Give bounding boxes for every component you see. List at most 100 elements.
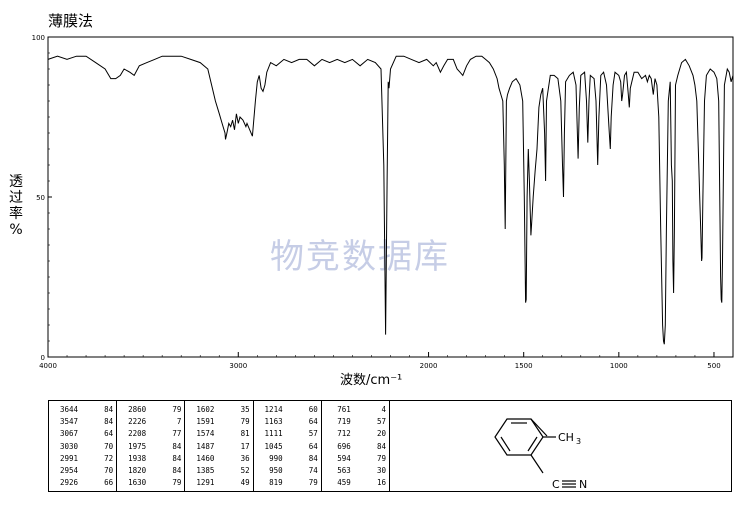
peak-transmittance: 35 xyxy=(240,405,250,414)
peak-table-row: 2208 77 xyxy=(120,428,181,440)
peak-table-row: 819 79 xyxy=(257,477,318,489)
peak-table-row: 2954 70 xyxy=(52,465,113,477)
peak-table-column: 2860 79 2226 7 2208 77 1975 84 1938 84 1820 84 1630 7… xyxy=(117,401,186,491)
peak-transmittance: 57 xyxy=(308,429,318,439)
peak-wavenumber: 761 xyxy=(337,405,351,414)
peak-wavenumber: 3644 xyxy=(59,405,78,414)
peak-table-row: 1820 84 xyxy=(120,465,181,477)
peak-table-row: 1163 64 xyxy=(257,416,318,428)
peak-transmittance: 57 xyxy=(376,417,387,427)
peak-table-row: 712 20 xyxy=(325,428,386,440)
peak-table-row: 1385 52 xyxy=(188,465,249,477)
peak-transmittance: 17 xyxy=(240,441,250,451)
x-tick-label: 500 xyxy=(707,362,720,370)
peak-table-row: 2991 72 xyxy=(52,453,113,465)
peak-transmittance: 79 xyxy=(308,478,318,488)
peak-wavenumber: 1630 xyxy=(128,478,147,488)
peak-table-row: 1214 60 xyxy=(257,404,318,416)
peak-wavenumber: 719 xyxy=(337,417,351,427)
peak-wavenumber: 2860 xyxy=(128,405,147,414)
transmittance-line xyxy=(47,55,734,345)
peak-transmittance: 84 xyxy=(104,417,114,427)
peak-table-row: 1938 84 xyxy=(120,453,181,465)
structure-panel: CH 3 C N xyxy=(390,400,732,492)
peak-wavenumber: 3030 xyxy=(59,441,78,451)
peak-table-row: 696 84 xyxy=(325,441,386,453)
methyl-label: CH xyxy=(558,431,574,444)
peak-wavenumber: 1291 xyxy=(196,478,215,488)
peak-wavenumber: 1591 xyxy=(196,417,215,427)
peak-wavenumber: 819 xyxy=(269,478,283,488)
peak-wavenumber: 1975 xyxy=(128,441,147,451)
peak-table-row: 1487 17 xyxy=(188,441,249,453)
peak-wavenumber: 2954 xyxy=(59,466,78,476)
peak-wavenumber: 1487 xyxy=(196,441,215,451)
peak-transmittance: 84 xyxy=(172,441,182,451)
y-axis-label-char: 过 xyxy=(9,190,23,206)
peak-table-column: 1602 35 1591 79 1574 81 1487 17 1460 36 1385 52 1291… xyxy=(185,401,254,491)
nitrile-nitrogen: N xyxy=(579,478,587,491)
peak-table-row: 2860 79 xyxy=(120,404,181,416)
peak-transmittance: 49 xyxy=(240,478,250,488)
peak-transmittance: 30 xyxy=(376,466,387,476)
y-axis-label-char: % xyxy=(9,222,22,238)
peak-transmittance: 77 xyxy=(172,429,182,439)
peak-table-row: 761 4 xyxy=(325,404,386,416)
peak-transmittance: 70 xyxy=(104,466,114,476)
peak-wavenumber: 594 xyxy=(337,453,351,463)
peak-wavenumber: 2926 xyxy=(59,478,78,488)
peak-transmittance: 72 xyxy=(104,453,114,463)
x-tick-label: 3000 xyxy=(229,362,247,370)
peak-wavenumber: 1574 xyxy=(196,429,215,439)
peak-transmittance: 60 xyxy=(308,405,318,414)
peak-table-row: 2926 66 xyxy=(52,477,113,489)
peak-transmittance: 84 xyxy=(172,453,182,463)
peak-transmittance: 70 xyxy=(104,441,114,451)
peak-transmittance: 52 xyxy=(240,466,250,476)
ir-spectrum-chart: 薄膜法 物竞数据库 0 50 100 4000 3000 2000 1500 1000 500… xyxy=(9,12,734,388)
peak-transmittance: 81 xyxy=(240,429,250,439)
peak-transmittance: 79 xyxy=(376,453,387,463)
peak-transmittance: 64 xyxy=(308,441,318,451)
peak-transmittance: 36 xyxy=(240,453,250,463)
peak-transmittance: 74 xyxy=(308,466,318,476)
peak-table-row: 459 16 xyxy=(325,477,386,489)
peak-wavenumber: 950 xyxy=(269,466,283,476)
peak-wavenumber: 696 xyxy=(337,441,351,451)
peak-wavenumber: 1602 xyxy=(196,405,215,414)
peak-wavenumber: 2208 xyxy=(128,429,147,439)
peak-transmittance: 4 xyxy=(381,405,387,414)
peak-table-row: 719 57 xyxy=(325,416,386,428)
peak-table-column: 1214 60 1163 64 1111 57 1045 64 990 84 950 74 819 79 xyxy=(254,401,322,491)
peak-wavenumber: 1820 xyxy=(128,466,147,476)
peak-wavenumber: 1111 xyxy=(264,429,283,439)
peak-wavenumber: 459 xyxy=(337,478,351,488)
x-tick-label: 4000 xyxy=(39,362,57,370)
watermark-text: 物竞数据库 xyxy=(270,237,450,277)
peak-transmittance: 20 xyxy=(376,429,387,439)
peak-transmittance: 84 xyxy=(376,441,387,451)
chart-title: 薄膜法 xyxy=(48,12,93,30)
peak-wavenumber: 990 xyxy=(269,453,283,463)
molecule-structure-icon: CH 3 C N xyxy=(494,418,587,491)
peak-wavenumber: 1045 xyxy=(264,441,283,451)
peak-transmittance: 79 xyxy=(240,417,250,427)
x-tick-label: 1500 xyxy=(515,362,533,370)
peak-wavenumber: 3067 xyxy=(59,429,78,439)
peak-wavenumber: 1938 xyxy=(128,453,147,463)
peak-transmittance: 84 xyxy=(104,405,114,414)
peak-table-row: 3644 84 xyxy=(52,404,113,416)
peak-table-row: 1045 64 xyxy=(257,441,318,453)
peak-table-row: 990 84 xyxy=(257,453,318,465)
peak-transmittance: 16 xyxy=(376,478,387,488)
peak-wavenumber: 3547 xyxy=(59,417,78,427)
peak-wavenumber: 563 xyxy=(337,466,351,476)
peak-table-row: 1111 57 xyxy=(257,428,318,440)
y-axis-ticks: 0 50 100 xyxy=(32,34,52,362)
peak-transmittance: 64 xyxy=(308,417,318,427)
peak-table-row: 2226 7 xyxy=(120,416,181,428)
peak-table-row: 1574 81 xyxy=(188,428,249,440)
peak-table: 3644 84 3547 84 3067 64 3030 70 2991 72 2954 70 2926… xyxy=(48,400,390,492)
peak-table-column: 761 4 719 57 712 20 696 84 594 79 563 30 459 16 xyxy=(322,401,389,491)
peak-table-column: 3644 84 3547 84 3067 64 3030 70 2991 72 2954 70 2926… xyxy=(49,401,118,491)
